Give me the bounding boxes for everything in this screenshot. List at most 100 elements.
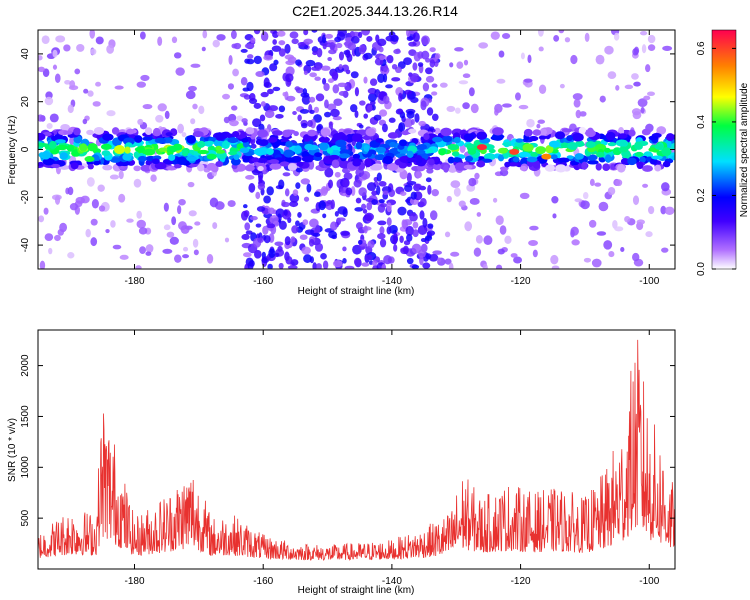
heatmap-cell — [222, 93, 231, 100]
heatmap-cell — [322, 260, 329, 269]
heatmap-cell — [230, 157, 241, 166]
heatmap-cell — [352, 153, 361, 160]
heatmap-cell — [620, 246, 625, 253]
heatmap-cell — [639, 156, 646, 163]
heatmap-cell — [332, 260, 343, 268]
heatmap-cell — [604, 45, 614, 55]
heatmap-cell — [654, 164, 662, 172]
heatmap-cell — [301, 246, 311, 255]
heatmap-cell — [454, 107, 461, 114]
heatmap-cell — [529, 225, 539, 231]
heatmap-cell — [324, 167, 334, 178]
heatmap-cell — [287, 163, 298, 171]
heatmap-cell — [559, 83, 565, 89]
heatmap-cell — [106, 44, 115, 54]
heatmap-cell — [419, 197, 427, 207]
heatmap-cell — [278, 105, 286, 113]
heatmap-cell — [272, 130, 284, 136]
heatmap-cell — [55, 144, 68, 151]
heatmap-cell — [468, 87, 475, 97]
heatmap-cell — [74, 68, 81, 75]
snr-x-tick-label: -120 — [511, 576, 531, 587]
heatmap-cell — [215, 145, 222, 151]
heatmap-cell — [311, 46, 319, 53]
heatmap-cell — [300, 92, 310, 98]
heatmap-cell — [260, 31, 269, 42]
heatmap-cell — [581, 161, 588, 170]
heatmap-cell — [377, 233, 386, 240]
heatmap-cell — [322, 43, 327, 50]
heatmap-cell — [309, 218, 319, 228]
heatmap-cell — [379, 203, 388, 208]
heatmap-cell — [520, 52, 525, 60]
heatmap-cell — [175, 67, 185, 76]
heatmap-cell — [634, 151, 644, 157]
heatmap-cell — [95, 81, 102, 87]
heatmap-cell — [124, 146, 131, 154]
heatmap-cell — [379, 238, 387, 248]
heatmap-cell — [498, 50, 505, 58]
heatmap-cell — [91, 198, 99, 209]
heatmap-cell — [473, 247, 482, 257]
heatmap-cell — [197, 149, 210, 155]
heatmap-cell — [177, 205, 182, 215]
snr-x-tick-label: -100 — [639, 576, 659, 587]
heatmap-cell — [267, 88, 274, 95]
heatmap-cell — [645, 64, 651, 73]
heatmap-cell — [383, 95, 390, 105]
heatmap-cell — [38, 132, 46, 141]
heatmap-cell — [382, 190, 389, 196]
heatmap-cell — [327, 78, 335, 83]
heatmap-y-tick-label: 20 — [20, 96, 31, 108]
heatmap-cell — [178, 198, 186, 206]
heatmap-cell — [312, 232, 321, 237]
heatmap-cell — [330, 221, 338, 231]
heatmap-cell — [67, 104, 74, 114]
heatmap-cell — [492, 127, 504, 136]
heatmap-cell — [410, 118, 415, 126]
heatmap-cell — [212, 39, 220, 48]
heatmap-x-tick-label: -120 — [511, 276, 531, 287]
heatmap-cell — [85, 228, 91, 238]
heatmap-cell — [403, 245, 409, 255]
heatmap-cell — [389, 224, 398, 234]
heatmap-cell — [369, 78, 378, 86]
heatmap-cell — [327, 57, 332, 62]
heatmap-cell — [54, 139, 66, 144]
heatmap-cell — [260, 101, 266, 107]
heatmap-cell — [90, 48, 97, 55]
heatmap-cell — [38, 55, 43, 61]
heatmap-cell — [66, 144, 74, 152]
heatmap-cell — [421, 50, 430, 60]
heatmap-cell — [244, 43, 255, 49]
heatmap-cell — [518, 151, 530, 158]
heatmap-cell — [664, 206, 675, 215]
heatmap-cell — [482, 263, 488, 269]
heatmap-cell — [431, 91, 438, 96]
heatmap-cell — [268, 137, 278, 143]
heatmap-x-label: Height of straight line (km) — [298, 286, 415, 297]
heatmap-cell — [648, 135, 659, 141]
heatmap-cell — [510, 253, 518, 258]
heatmap-cell — [504, 161, 511, 168]
heatmap-cell — [544, 164, 556, 172]
heatmap-cell — [326, 200, 333, 205]
heatmap-cell — [555, 164, 567, 173]
heatmap-cell — [406, 233, 413, 242]
heatmap-cell — [361, 203, 367, 210]
heatmap-cell — [274, 241, 284, 247]
heatmap-cell — [671, 155, 675, 161]
heatmap-cell — [134, 146, 146, 152]
heatmap-cell — [93, 160, 101, 165]
heatmap-cell — [619, 139, 629, 148]
heatmap-cell — [126, 218, 134, 223]
heatmap-cell — [136, 210, 143, 219]
heatmap-cell — [41, 35, 50, 45]
heatmap-cell — [462, 73, 471, 79]
heatmap-cell — [390, 34, 399, 42]
heatmap-cell — [140, 74, 150, 82]
snr-x-tick-label: -160 — [253, 576, 273, 587]
heatmap-cell — [622, 152, 632, 159]
heatmap-cell — [364, 212, 374, 222]
heatmap-cell — [365, 254, 373, 261]
